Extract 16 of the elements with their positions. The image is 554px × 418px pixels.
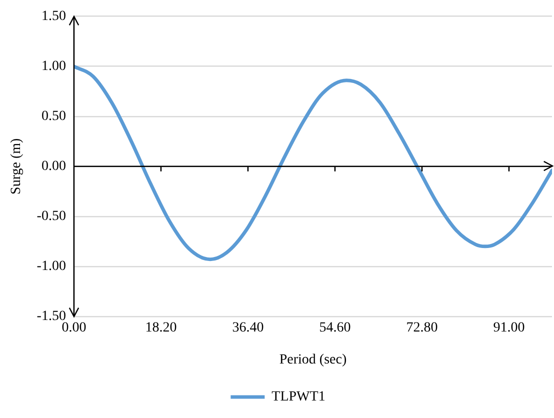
- x-tick-label: 36.40: [232, 320, 264, 336]
- x-tick-label: 18.20: [145, 320, 177, 336]
- line-series: [74, 64, 552, 262]
- y-tick-label: 1.00: [41, 59, 66, 74]
- y-tick-label: 0.00: [41, 159, 66, 174]
- y-tick-label: -1.00: [36, 259, 66, 274]
- x-axis-title: Period (sec): [279, 352, 347, 368]
- x-tick-label: 91.00: [493, 320, 525, 336]
- y-tick-label: 1.50: [41, 9, 66, 24]
- x-tick-label: 54.60: [319, 320, 351, 336]
- y-axis-title: Surge (m): [9, 138, 24, 194]
- x-tick-label: 0.00: [62, 320, 86, 336]
- y-tick-label: -0.50: [36, 209, 66, 224]
- y-tick-label: 0.50: [41, 109, 66, 124]
- legend-label: TLPWT1: [272, 390, 326, 405]
- x-tick-label: 72.80: [406, 320, 438, 336]
